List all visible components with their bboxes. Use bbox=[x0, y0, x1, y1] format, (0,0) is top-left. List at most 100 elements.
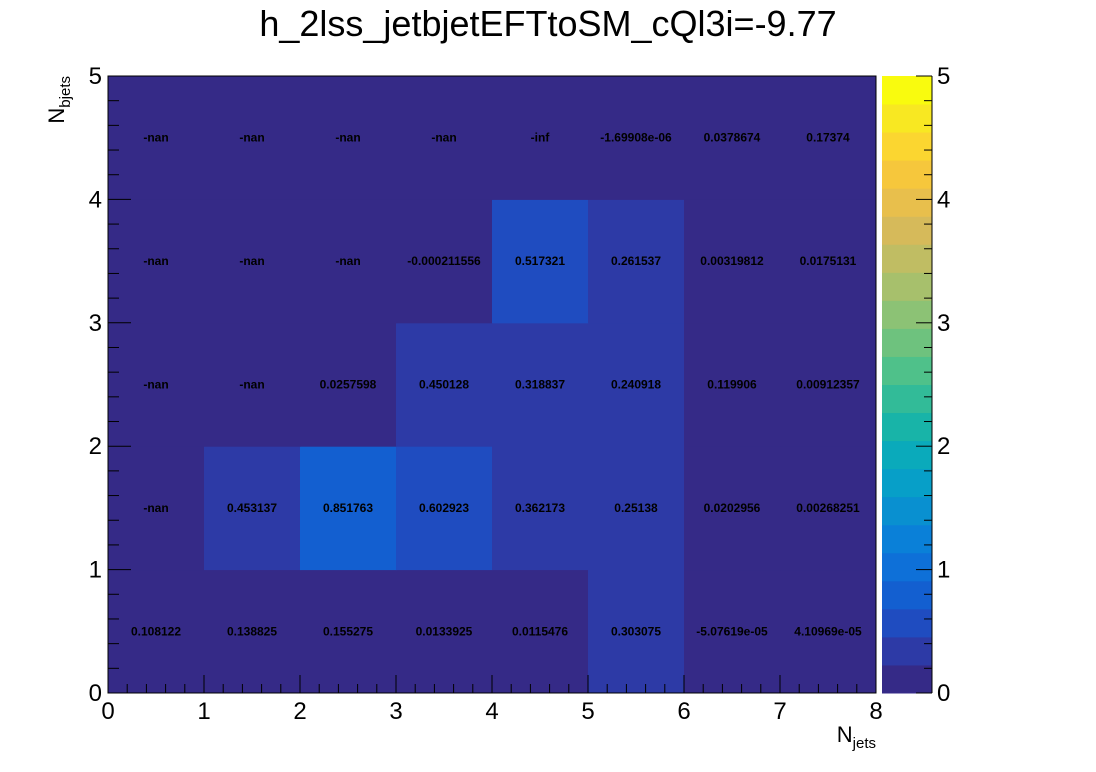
heatmap-cells bbox=[108, 76, 877, 694]
heatmap-cell bbox=[204, 569, 301, 694]
y-tick-label: 1 bbox=[89, 557, 102, 584]
cell-value-label: 0.00912357 bbox=[796, 378, 860, 392]
heatmap-cell bbox=[300, 322, 397, 447]
color-scale-segment bbox=[882, 104, 932, 133]
heatmap-cell bbox=[684, 569, 781, 694]
cell-value-label: 0.00319812 bbox=[700, 254, 764, 268]
cell-value-label: -nan bbox=[143, 378, 168, 392]
heatmap-cell bbox=[780, 569, 877, 694]
cell-value-label: 0.0133925 bbox=[416, 624, 473, 638]
x-tick-label: 3 bbox=[389, 698, 402, 725]
color-scale-segment bbox=[882, 496, 932, 526]
cell-value-label: 0.108122 bbox=[131, 624, 181, 638]
heatmap-cell bbox=[204, 446, 301, 571]
y-axis-label-main: N bbox=[44, 108, 69, 124]
cell-value-label: -nan bbox=[143, 254, 168, 268]
heatmap-cell bbox=[300, 76, 397, 200]
heatmap-cell bbox=[300, 569, 397, 694]
y-tick-label: 2 bbox=[89, 433, 102, 460]
color-scale-segment bbox=[882, 356, 932, 385]
y-tick-label: 4 bbox=[89, 186, 102, 213]
heatmap-cell-labels: 0.108122 0.138825 0.155275 0.0133925 0.01154… bbox=[131, 131, 862, 639]
heatmap-cell bbox=[204, 76, 301, 200]
x-axis-label-sub: jets bbox=[852, 735, 876, 752]
cell-value-label: 0.318837 bbox=[515, 378, 565, 392]
heatmap-cell bbox=[684, 322, 781, 447]
cell-value-label: 0.450128 bbox=[419, 378, 469, 392]
color-scale-segment bbox=[882, 188, 932, 217]
heatmap-cell bbox=[396, 76, 493, 200]
x-tick-label: 5 bbox=[581, 698, 594, 725]
color-scale-label: 4 bbox=[937, 186, 950, 213]
heatmap-cell bbox=[396, 569, 493, 694]
heatmap-cell bbox=[108, 322, 205, 447]
cell-value-label: 0.453137 bbox=[227, 501, 277, 515]
heatmap-cell bbox=[588, 322, 685, 447]
cell-value-label: -nan bbox=[143, 131, 168, 145]
heatmap-cell bbox=[780, 446, 877, 571]
heatmap-cell bbox=[396, 199, 493, 324]
heatmap-cell bbox=[684, 446, 781, 571]
heatmap-cell bbox=[108, 199, 205, 324]
heatmap-cell bbox=[780, 199, 877, 324]
cell-value-label: 0.0257598 bbox=[320, 378, 377, 392]
color-scale-segment bbox=[882, 552, 932, 582]
heatmap-cell bbox=[588, 76, 685, 200]
cell-value-label: -1.69908e-06 bbox=[600, 131, 672, 145]
color-scale-segment bbox=[882, 272, 932, 301]
color-scale-bar bbox=[882, 75, 933, 694]
color-scale-segment bbox=[882, 132, 932, 161]
heatmap-cell bbox=[780, 322, 877, 447]
heatmap-cell bbox=[684, 76, 781, 200]
x-tick-label: 4 bbox=[485, 698, 498, 725]
cell-value-label: -nan bbox=[239, 378, 264, 392]
cell-value-label: 0.602923 bbox=[419, 501, 469, 515]
cell-value-label: 0.303075 bbox=[611, 624, 661, 638]
heatmap-cell bbox=[204, 199, 301, 324]
color-scale-labels: 0 1 2 3 4 5 bbox=[937, 63, 950, 707]
cell-value-label: 0.517321 bbox=[515, 254, 565, 268]
color-scale-segment bbox=[882, 384, 932, 414]
cell-value-label: 0.362173 bbox=[515, 501, 565, 515]
heatmap-cell bbox=[108, 569, 205, 694]
x-tick-labels: 0 1 2 3 4 5 6 7 8 bbox=[101, 698, 882, 725]
heatmap-cell bbox=[780, 76, 877, 200]
color-scale-segment bbox=[882, 664, 932, 694]
cell-value-label: 0.119906 bbox=[707, 378, 757, 392]
cell-value-label: -nan bbox=[143, 501, 168, 515]
cell-value-label: 0.0175131 bbox=[800, 254, 857, 268]
cell-value-label: -5.07619e-05 bbox=[696, 624, 768, 638]
color-scale-segment bbox=[882, 244, 932, 273]
color-scale-segment bbox=[882, 412, 932, 442]
color-scale-segment bbox=[882, 636, 932, 666]
color-scale-label: 5 bbox=[937, 63, 950, 90]
cell-value-label: 0.851763 bbox=[323, 501, 373, 515]
x-tick-label: 0 bbox=[101, 698, 114, 725]
y-axis-label-sub: bjets bbox=[57, 76, 74, 108]
x-tick-label: 1 bbox=[197, 698, 210, 725]
cell-value-label: 0.0202956 bbox=[704, 501, 761, 515]
chart-title: h_2lss_jetbjetEFTtoSM_cQl3i=-9.77 bbox=[259, 3, 836, 44]
heatmap-cell bbox=[492, 446, 589, 571]
cell-value-label: 0.0115476 bbox=[512, 624, 568, 638]
cell-value-label: -inf bbox=[531, 131, 551, 145]
heatmap-cell bbox=[300, 446, 397, 571]
color-scale-segment bbox=[882, 328, 932, 357]
x-tick-label: 8 bbox=[869, 698, 882, 725]
color-scale-segment bbox=[882, 608, 932, 638]
cell-value-label: 0.155275 bbox=[323, 624, 373, 638]
y-tick-labels: 0 1 2 3 4 5 bbox=[89, 63, 102, 707]
x-tick-label: 7 bbox=[773, 698, 786, 725]
y-tick-label: 3 bbox=[89, 310, 102, 337]
cell-value-label: 0.0378674 bbox=[704, 131, 761, 145]
heatmap-cell bbox=[108, 76, 205, 200]
color-scale-segment bbox=[882, 440, 932, 470]
heatmap-cell bbox=[492, 199, 589, 324]
color-scale-segment bbox=[882, 468, 932, 498]
axis-ticks bbox=[107, 75, 877, 694]
x-axis-label-main: N bbox=[837, 722, 853, 747]
y-tick-label: 0 bbox=[89, 680, 102, 707]
heatmap-cell bbox=[492, 322, 589, 447]
heatmap-cell bbox=[396, 322, 493, 447]
